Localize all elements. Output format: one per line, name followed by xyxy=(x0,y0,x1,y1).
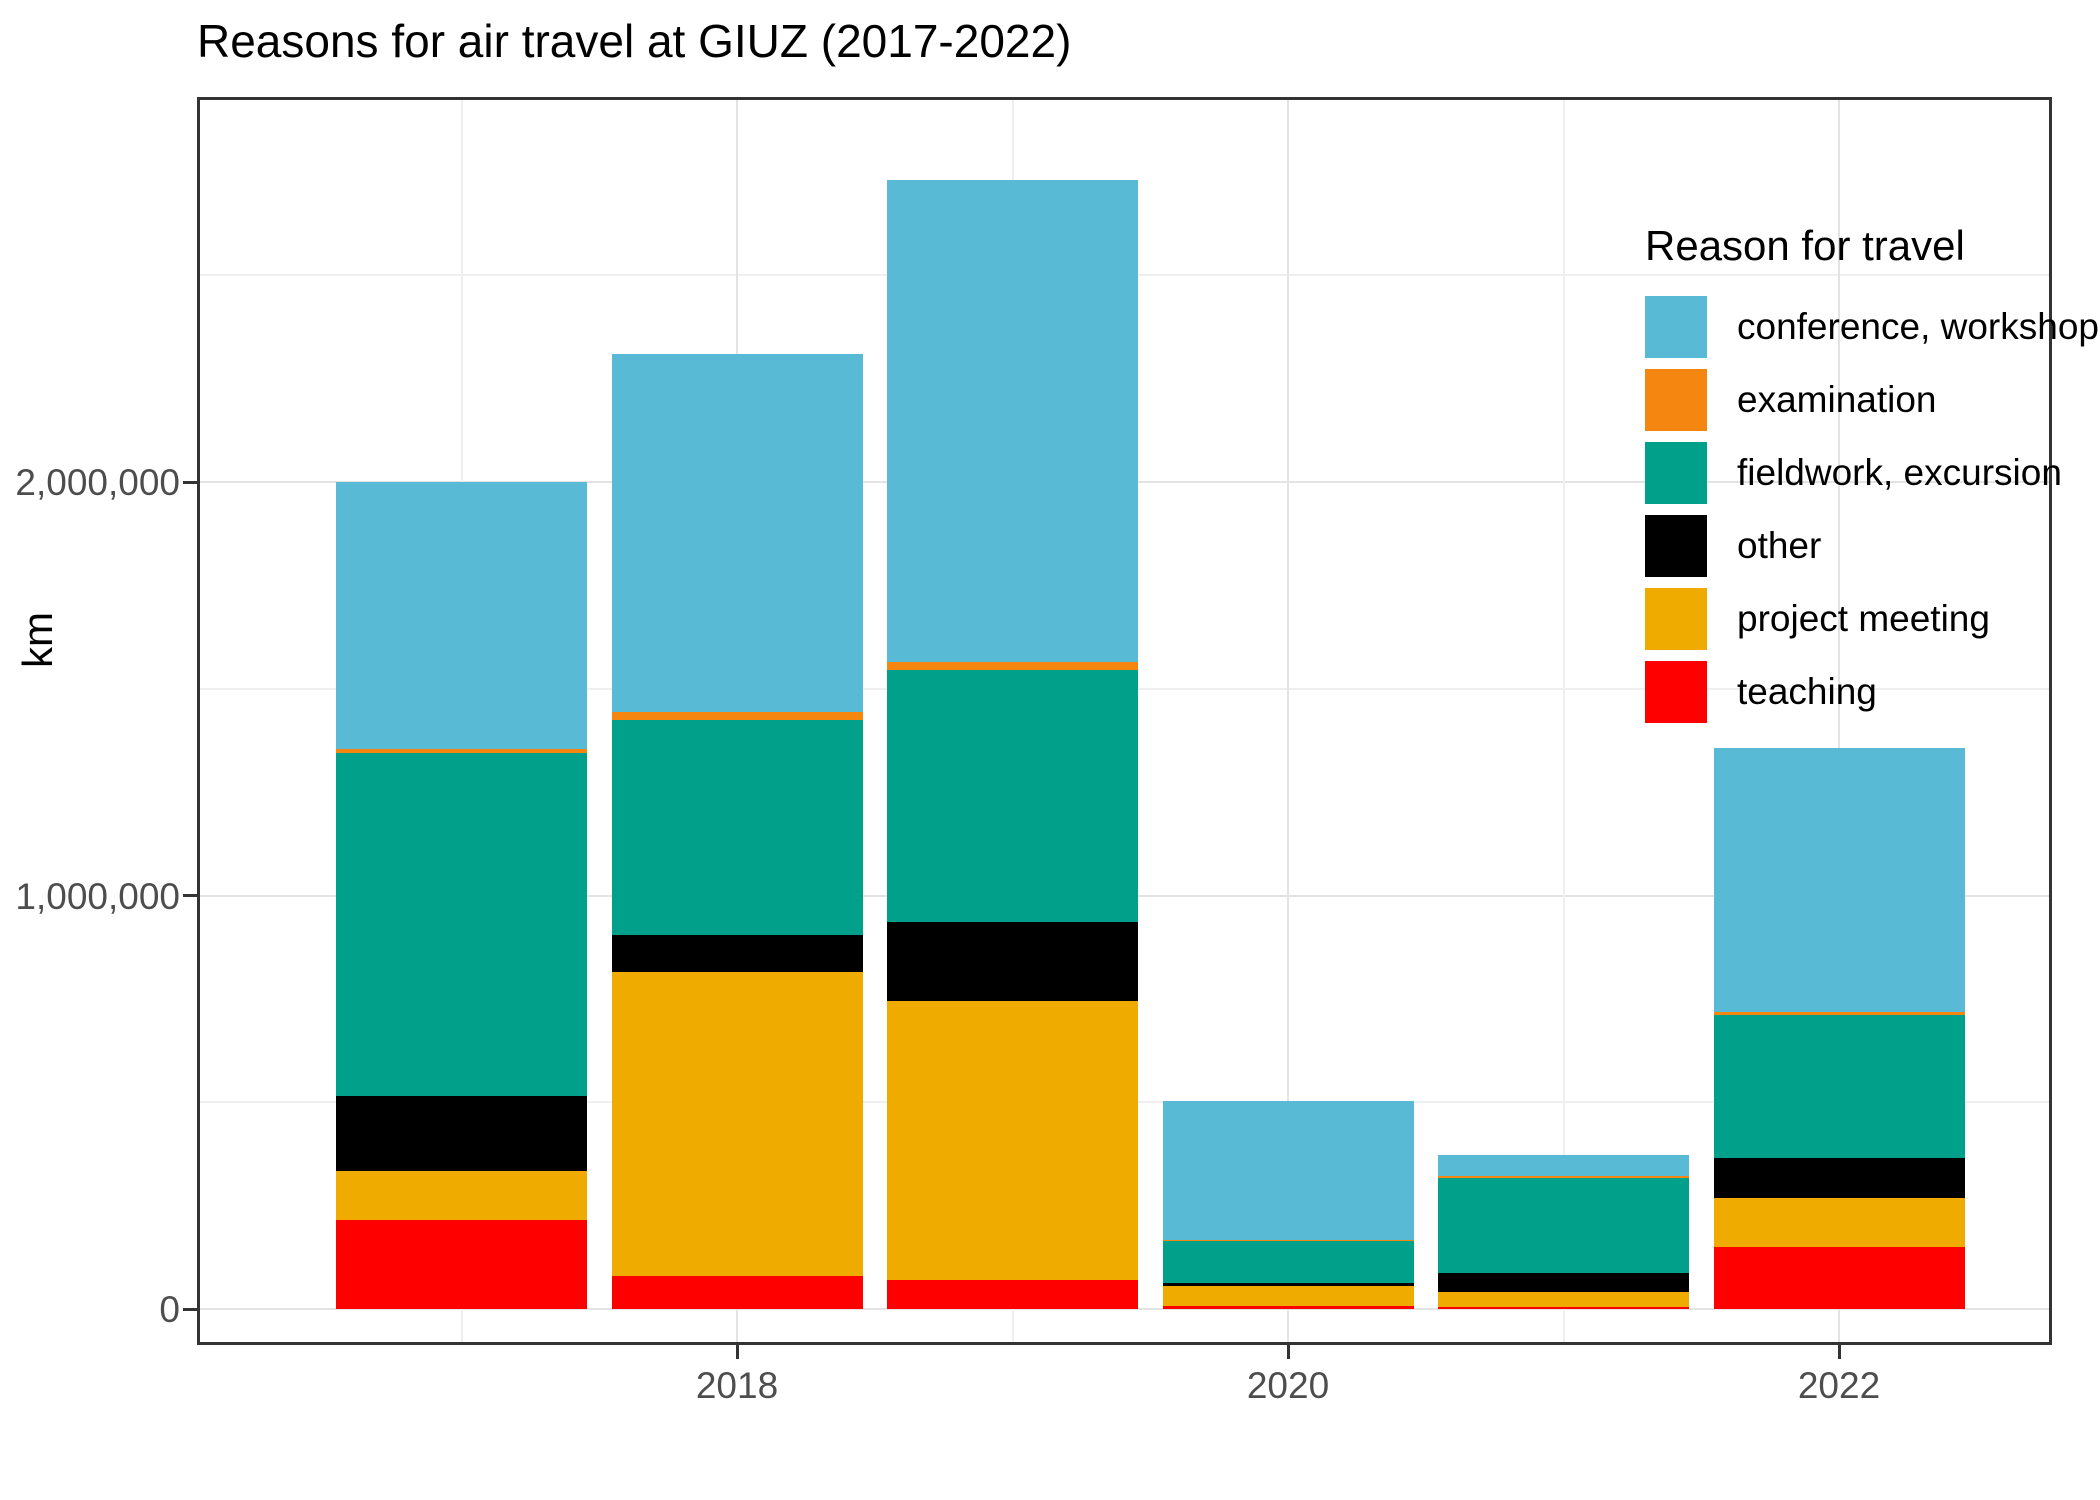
bar-segment-2017-project-meeting xyxy=(336,1170,587,1221)
bar-column-2019 xyxy=(887,180,1138,1309)
bar-segment-2019-project-meeting xyxy=(887,1000,1138,1281)
bar-segment-2018-other xyxy=(611,934,863,972)
legend-label: examination xyxy=(1737,379,1937,420)
bar-segment-2022-project-meeting xyxy=(1713,1198,1965,1247)
gridline-horizontal-major xyxy=(197,1308,2052,1310)
x-tick-label: 2020 xyxy=(1246,1365,1330,1406)
bar-segment-2017-other xyxy=(336,1096,587,1171)
bar-segment-2017-fieldwork-excursion xyxy=(336,752,587,1097)
y-tick-label: 1,000,000 xyxy=(15,875,180,917)
legend-item: examination xyxy=(1645,369,2099,431)
plot-panel xyxy=(197,97,2052,1345)
bar-segment-2022-examination xyxy=(1713,1012,1965,1016)
gridline-vertical-minor xyxy=(1562,97,1565,1345)
y-tick-label: 2,000,000 xyxy=(15,462,180,503)
bar-segment-2020-examination xyxy=(1162,1239,1414,1242)
bar-segment-2018-teaching xyxy=(611,1275,863,1309)
y-tick-mark xyxy=(183,480,197,484)
bar-segment-2020-project-meeting xyxy=(1162,1285,1414,1306)
legend-item: other xyxy=(1645,515,2099,577)
bar-segment-2017-examination xyxy=(336,748,587,753)
legend-swatch-fieldwork-excursion xyxy=(1645,442,1707,504)
bar-segment-2019-teaching xyxy=(887,1280,1138,1309)
bar-column-2017 xyxy=(336,482,587,1309)
legend: Reason for travel conference, workshop ex… xyxy=(1645,222,2099,734)
legend-item: project meeting xyxy=(1645,588,2099,650)
bar-segment-2019-other xyxy=(887,922,1138,1001)
legend-swatch-examination xyxy=(1645,369,1707,431)
bar-segment-2018-project-meeting xyxy=(611,972,863,1276)
bar-column-2022 xyxy=(1713,747,1965,1309)
bar-segment-2017-teaching xyxy=(336,1220,587,1309)
legend-label: teaching xyxy=(1737,671,1877,712)
bar-segment-2021-examination xyxy=(1438,1175,1689,1178)
x-tick-mark xyxy=(1837,1345,1841,1359)
gridline-vertical-major xyxy=(1287,97,1289,1345)
y-tick-label: 0 xyxy=(159,1289,180,1330)
bar-segment-2019-conference-workshop xyxy=(887,180,1138,662)
legend-swatch-teaching xyxy=(1645,661,1707,723)
bar-segment-2020-teaching xyxy=(1162,1305,1414,1309)
bar-segment-2018-conference-workshop xyxy=(611,353,863,712)
bar-segment-2022-fieldwork-excursion xyxy=(1713,1015,1965,1159)
legend-label: project meeting xyxy=(1737,598,1990,639)
legend-label: conference, workshop xyxy=(1737,306,2099,347)
y-axis-title: km xyxy=(14,612,61,668)
bar-segment-2021-fieldwork-excursion xyxy=(1438,1177,1689,1273)
bar-segment-2020-fieldwork-excursion xyxy=(1162,1241,1414,1283)
bar-segment-2018-examination xyxy=(611,711,863,720)
x-tick-mark xyxy=(1286,1345,1290,1359)
gridline-vertical-major xyxy=(1838,97,1840,1345)
y-tick-mark xyxy=(183,1307,197,1311)
legend-swatch-other xyxy=(1645,515,1707,577)
legend-swatch-project-meeting xyxy=(1645,588,1707,650)
legend-title: Reason for travel xyxy=(1645,222,1965,269)
bar-column-2020 xyxy=(1162,1101,1414,1309)
x-tick-label: 2022 xyxy=(1797,1365,1881,1406)
bar-segment-2020-conference-workshop xyxy=(1162,1101,1414,1240)
x-tick-mark xyxy=(735,1345,739,1359)
legend-item: fieldwork, excursion xyxy=(1645,442,2099,504)
bar-segment-2021-teaching xyxy=(1438,1306,1689,1309)
bar-segment-2019-fieldwork-excursion xyxy=(887,670,1138,923)
x-tick-label: 2018 xyxy=(695,1365,779,1406)
bar-segment-2021-other xyxy=(1438,1272,1689,1293)
bar-segment-2021-project-meeting xyxy=(1438,1292,1689,1307)
bar-segment-2022-conference-workshop xyxy=(1713,747,1965,1013)
bar-column-2018 xyxy=(611,353,863,1309)
legend-item: conference, workshop xyxy=(1645,296,2099,358)
chart-title: Reasons for air travel at GIUZ (2017-202… xyxy=(197,15,1072,67)
legend-label: other xyxy=(1737,525,1822,566)
bar-segment-2020-other xyxy=(1162,1282,1414,1286)
bar-segment-2017-conference-workshop xyxy=(336,482,587,749)
legend-label: fieldwork, excursion xyxy=(1737,452,2062,493)
bar-column-2021 xyxy=(1438,1155,1689,1309)
y-tick-mark xyxy=(183,894,197,897)
legend-item: teaching xyxy=(1645,661,2099,723)
bar-segment-2022-teaching xyxy=(1713,1246,1965,1309)
bar-segment-2022-other xyxy=(1713,1158,1965,1199)
bar-segment-2019-examination xyxy=(887,661,1138,671)
bar-segment-2018-fieldwork-excursion xyxy=(611,719,863,935)
legend-swatch-conference-workshop xyxy=(1645,296,1707,358)
bar-segment-2021-conference-workshop xyxy=(1438,1155,1689,1176)
